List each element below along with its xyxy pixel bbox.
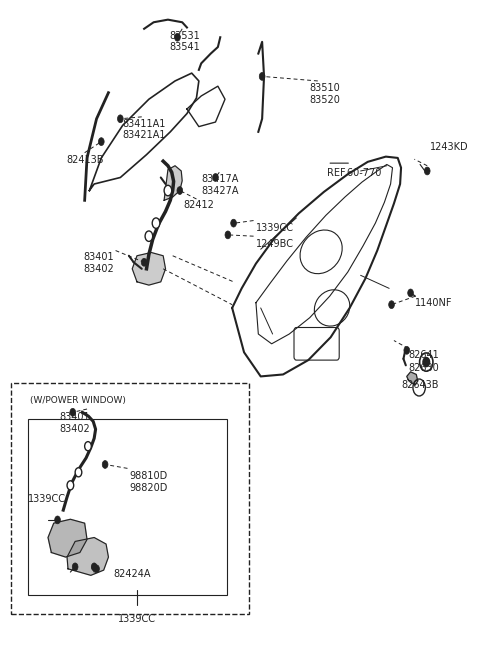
Circle shape <box>177 187 183 195</box>
Circle shape <box>67 481 74 490</box>
Text: 82641: 82641 <box>408 350 439 360</box>
Circle shape <box>152 218 160 229</box>
Text: 1339CC: 1339CC <box>118 614 156 624</box>
Text: 83401
83402: 83401 83402 <box>60 412 91 434</box>
Text: 82413B: 82413B <box>66 155 103 164</box>
Circle shape <box>259 73 265 81</box>
Polygon shape <box>164 166 182 200</box>
Text: 1249BC: 1249BC <box>256 240 294 250</box>
Circle shape <box>72 563 78 571</box>
Text: 82412: 82412 <box>183 200 214 210</box>
Circle shape <box>424 167 430 175</box>
Circle shape <box>423 358 430 367</box>
Text: 83411A1
83421A1: 83411A1 83421A1 <box>122 119 166 140</box>
Circle shape <box>389 301 395 309</box>
Circle shape <box>98 138 104 145</box>
Circle shape <box>55 516 60 524</box>
Text: REF.60-770: REF.60-770 <box>327 168 382 178</box>
Circle shape <box>94 565 99 572</box>
Circle shape <box>213 174 218 181</box>
Circle shape <box>91 563 97 571</box>
Polygon shape <box>407 372 418 385</box>
Text: 1243KD: 1243KD <box>430 141 468 151</box>
Circle shape <box>164 185 172 196</box>
Text: 82630: 82630 <box>408 364 439 373</box>
Text: 83401
83402: 83401 83402 <box>84 252 114 274</box>
Text: 83417A
83427A: 83417A 83427A <box>202 174 239 196</box>
Circle shape <box>231 219 237 227</box>
Text: 82424A: 82424A <box>113 569 151 579</box>
Text: 82643B: 82643B <box>401 380 439 390</box>
Circle shape <box>145 231 153 242</box>
Circle shape <box>225 231 231 239</box>
Circle shape <box>84 441 91 451</box>
Circle shape <box>70 408 76 416</box>
Text: 98810D
98820D: 98810D 98820D <box>130 471 168 493</box>
Text: (W/POWER WINDOW): (W/POWER WINDOW) <box>30 396 126 405</box>
Circle shape <box>408 289 413 297</box>
Circle shape <box>102 460 108 468</box>
Circle shape <box>404 346 409 354</box>
Circle shape <box>175 33 180 41</box>
Text: 1339CC: 1339CC <box>256 223 294 233</box>
Text: 1140NF: 1140NF <box>415 298 453 308</box>
Circle shape <box>75 468 82 477</box>
Polygon shape <box>48 519 87 557</box>
Text: 1339CC: 1339CC <box>27 494 66 504</box>
Polygon shape <box>67 538 108 575</box>
Polygon shape <box>132 252 166 285</box>
Circle shape <box>118 115 123 122</box>
Text: 83510
83520: 83510 83520 <box>310 83 340 105</box>
Circle shape <box>141 258 147 266</box>
Text: 83531
83541: 83531 83541 <box>169 31 200 52</box>
